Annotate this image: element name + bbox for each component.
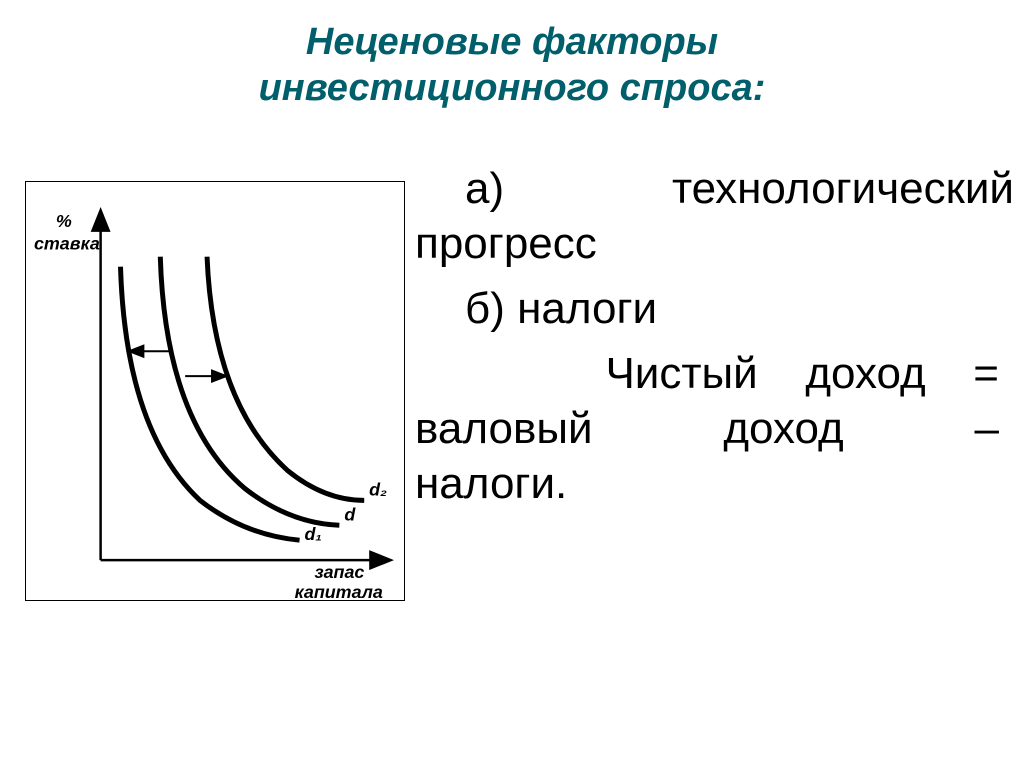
y-axis-label-2: ставка [34,234,100,254]
title-colon: : [753,67,766,109]
curve-label-d1: d₁ [305,524,322,544]
formula-line-2: валовый доход – [415,401,1014,456]
text-content: а) технологический прогресс б) налоги Чи… [405,131,1014,601]
title-line1: Неценовые факторы [306,21,718,63]
chart-svg: % ставка запас капитала d₂ d d₁ [26,182,404,600]
formula-line-3: налоги. [415,456,1014,511]
curve-label-d: d [344,505,356,525]
slide-title: Неценовые факторы инвестиционного спроса… [0,0,1024,111]
item-a: а) технологический прогресс [415,161,1014,281]
curve-d2 [207,257,364,501]
x-axis-label-2: капитала [295,582,383,600]
x-axis-label-1: запас [314,562,364,582]
item-b: б) налоги [415,281,1014,346]
demand-curves-chart: % ставка запас капитала d₂ d d₁ [25,181,405,601]
item-a-letter: а) [465,164,504,213]
curve-label-d2: d₂ [369,480,387,500]
y-axis-label-1: % [56,211,72,231]
title-line2: инвестиционного спроса [259,67,753,109]
item-a-text: технологический прогресс [415,164,1014,268]
formula-line-1: Чистый доход = [415,346,1014,401]
content-area: % ставка запас капитала d₂ d d₁ а) техно… [0,111,1024,601]
